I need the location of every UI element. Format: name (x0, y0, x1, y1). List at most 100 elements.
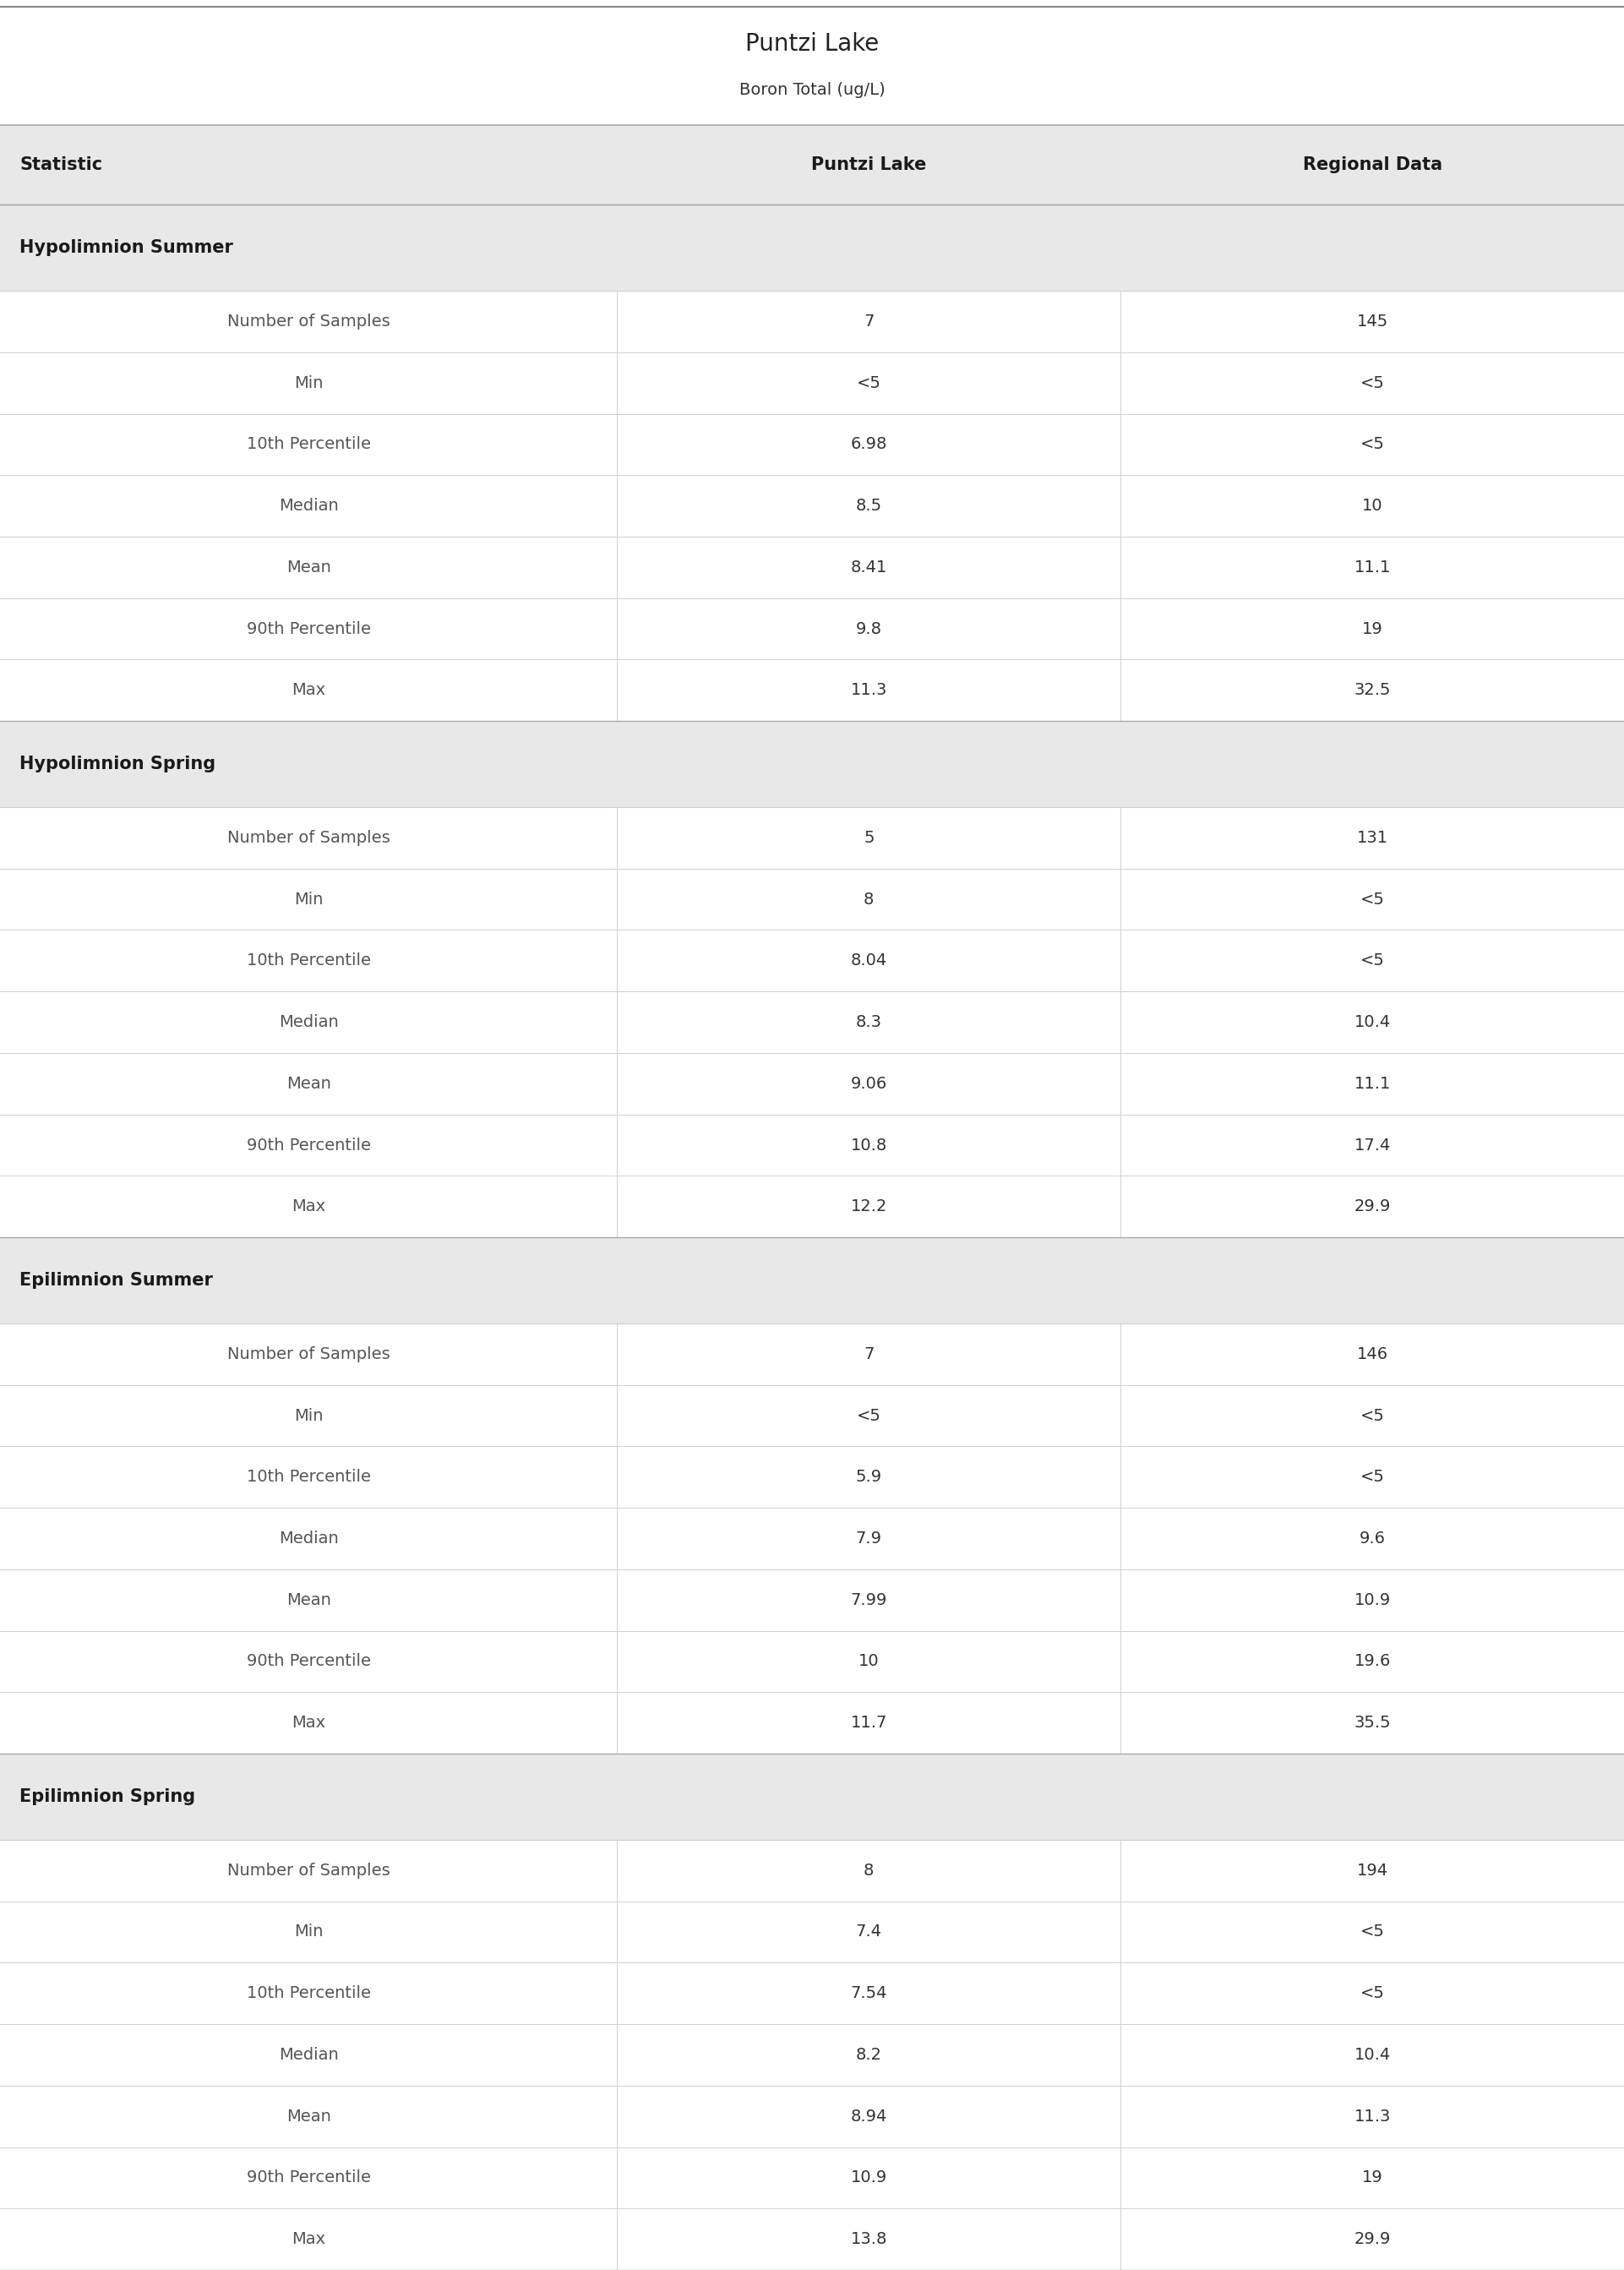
Text: Min: Min (294, 1407, 323, 1423)
Text: 12.2: 12.2 (851, 1199, 887, 1214)
Text: <5: <5 (1359, 1469, 1385, 1485)
Bar (0, 536, 1624, 597)
Bar (0, 1755, 1624, 1839)
Bar (0, 1176, 1624, 1237)
Text: 90th Percentile: 90th Percentile (247, 2170, 370, 2186)
Text: 10: 10 (1363, 497, 1382, 513)
Bar (0, 1839, 1624, 1902)
Text: Statistic: Statistic (19, 157, 102, 173)
Bar (0, 1902, 1624, 1964)
Text: 8.94: 8.94 (851, 2109, 887, 2125)
Bar (0, 1964, 1624, 2025)
Text: 8: 8 (864, 1861, 874, 1880)
Text: <5: <5 (1359, 375, 1385, 390)
Text: 8.04: 8.04 (851, 953, 887, 969)
Text: Number of Samples: Number of Samples (227, 1346, 390, 1362)
Text: <5: <5 (856, 375, 882, 390)
Text: <5: <5 (1359, 436, 1385, 452)
Bar (0, 1385, 1624, 1446)
Text: 10.9: 10.9 (851, 2170, 887, 2186)
Text: 35.5: 35.5 (1354, 1714, 1390, 1732)
Bar (0, 1323, 1624, 1385)
Text: Mean: Mean (286, 1591, 331, 1607)
Text: Puntzi Lake: Puntzi Lake (745, 32, 879, 54)
Text: Min: Min (294, 892, 323, 908)
Text: 145: 145 (1356, 313, 1389, 329)
Text: Max: Max (292, 1199, 325, 1214)
Text: 10th Percentile: 10th Percentile (247, 1469, 370, 1485)
Text: Mean: Mean (286, 1076, 331, 1092)
Text: 7: 7 (864, 313, 874, 329)
Text: Boron Total (ug/L): Boron Total (ug/L) (739, 82, 885, 98)
Text: 9.6: 9.6 (1359, 1530, 1385, 1546)
Text: Mean: Mean (286, 558, 331, 574)
Text: <5: <5 (856, 1407, 882, 1423)
Text: Median: Median (279, 497, 338, 513)
Bar (0, 931, 1624, 992)
Bar (0, 1691, 1624, 1755)
Text: 7.9: 7.9 (856, 1530, 882, 1546)
Text: 7.4: 7.4 (856, 1925, 882, 1941)
Bar (0, 869, 1624, 931)
Bar (0, 808, 1624, 869)
Text: 90th Percentile: 90th Percentile (247, 1653, 370, 1668)
Bar (0, 474, 1624, 536)
Text: 5: 5 (864, 831, 874, 847)
Text: 11.1: 11.1 (1354, 1076, 1390, 1092)
Bar (0, 722, 1624, 808)
Bar (0, 2086, 1624, 2147)
Text: 8.5: 8.5 (856, 497, 882, 513)
Bar (0, 413, 1624, 474)
Bar (0, 1446, 1624, 1507)
Text: 19: 19 (1363, 620, 1382, 638)
Text: 17.4: 17.4 (1354, 1137, 1390, 1153)
Text: 19: 19 (1363, 2170, 1382, 2186)
Text: 6.98: 6.98 (851, 436, 887, 452)
Text: 8.3: 8.3 (856, 1015, 882, 1031)
Text: 7.54: 7.54 (851, 1986, 887, 2002)
Bar (0, 1237, 1624, 1323)
Text: 90th Percentile: 90th Percentile (247, 620, 370, 638)
Bar (0, 2147, 1624, 2209)
Text: 13.8: 13.8 (851, 2231, 887, 2247)
Bar (0, 2209, 1624, 2270)
Bar (0, 2025, 1624, 2086)
Text: 29.9: 29.9 (1354, 1199, 1390, 1214)
Text: 11.3: 11.3 (851, 683, 887, 699)
Text: Regional Data: Regional Data (1302, 157, 1442, 173)
Text: 90th Percentile: 90th Percentile (247, 1137, 370, 1153)
Text: 8.41: 8.41 (851, 558, 887, 574)
Text: Hypolimnion Summer: Hypolimnion Summer (19, 238, 234, 257)
Bar (0, 1115, 1624, 1176)
Bar (0, 1569, 1624, 1630)
Text: Hypolimnion Spring: Hypolimnion Spring (19, 756, 216, 772)
Bar (0, 1507, 1624, 1569)
Text: 10.8: 10.8 (851, 1137, 887, 1153)
Text: Puntzi Lake: Puntzi Lake (812, 157, 926, 173)
Text: Max: Max (292, 1714, 325, 1732)
Text: 10th Percentile: 10th Percentile (247, 436, 370, 452)
Bar (0, 1053, 1624, 1115)
Text: 10.4: 10.4 (1354, 1015, 1390, 1031)
Text: 11.7: 11.7 (851, 1714, 887, 1732)
Bar (0, 1630, 1624, 1691)
Bar (0, 204, 1624, 291)
Text: Mean: Mean (286, 2109, 331, 2125)
Text: 7.99: 7.99 (851, 1591, 887, 1607)
Text: 8.2: 8.2 (856, 2048, 882, 2063)
Text: Median: Median (279, 2048, 338, 2063)
Bar (0, 125, 1624, 204)
Text: 194: 194 (1356, 1861, 1389, 1880)
Bar (0, 352, 1624, 413)
Text: 9.06: 9.06 (851, 1076, 887, 1092)
Text: <5: <5 (1359, 892, 1385, 908)
Text: 10th Percentile: 10th Percentile (247, 1986, 370, 2002)
Text: Number of Samples: Number of Samples (227, 1861, 390, 1880)
Text: 32.5: 32.5 (1354, 683, 1390, 699)
Text: Min: Min (294, 1925, 323, 1941)
Text: 146: 146 (1356, 1346, 1389, 1362)
Text: Median: Median (279, 1530, 338, 1546)
Bar (0, 597, 1624, 661)
Text: 10.4: 10.4 (1354, 2048, 1390, 2063)
Text: 131: 131 (1356, 831, 1389, 847)
